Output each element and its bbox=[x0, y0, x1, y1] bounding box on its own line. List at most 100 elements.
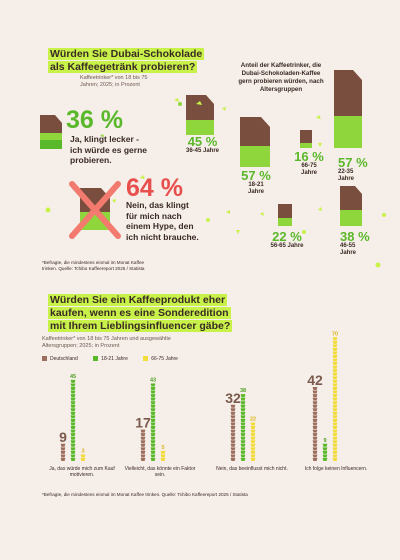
no-text-line: einem Hype, den bbox=[126, 221, 194, 231]
pictogram-icon bbox=[240, 415, 246, 419]
pictogram-icon bbox=[70, 454, 76, 458]
pictogram-icon bbox=[70, 436, 76, 440]
pictogram-icon bbox=[70, 383, 76, 387]
pictogram-icon bbox=[312, 422, 318, 426]
section2-subtitle: Kaffeetrinker* von 18 bis 75 Jahren und … bbox=[42, 336, 171, 350]
pictogram-icon bbox=[150, 429, 156, 433]
yes-text-line: ich würde es gerne bbox=[70, 144, 147, 155]
pictogram-column bbox=[150, 383, 156, 461]
pictogram-icon bbox=[230, 440, 236, 444]
pictogram-icon bbox=[250, 454, 256, 458]
pictogram-icon bbox=[140, 454, 146, 458]
pictogram-icon bbox=[230, 458, 236, 461]
yes-percentage: 36 % bbox=[66, 106, 123, 134]
pictogram-icon bbox=[230, 408, 236, 412]
pictogram-icon bbox=[332, 376, 338, 380]
pictogram-icon bbox=[70, 433, 76, 437]
pictogram-icon bbox=[70, 379, 76, 383]
age-group-label: 56-65 Jahre bbox=[270, 243, 304, 249]
pictogram-icon bbox=[240, 394, 246, 398]
pictogram-icon bbox=[230, 443, 236, 447]
no-text-line: für mich nach bbox=[126, 210, 182, 221]
pictogram-column bbox=[312, 387, 318, 461]
pictogram-icon bbox=[80, 458, 86, 461]
pictogram-icon bbox=[250, 436, 256, 440]
age-group-18-21: 57 % 18-21 Jahre bbox=[240, 169, 272, 196]
age-chocolate-22-35 bbox=[334, 70, 362, 148]
pictogram-icon bbox=[332, 383, 338, 387]
data-label: 42 bbox=[307, 372, 323, 388]
pictogram-icon bbox=[240, 418, 246, 422]
section2-source-note: *Befragte, die mindestens einmal im Mona… bbox=[42, 492, 248, 497]
section2-subtitle-line1: Kaffeetrinker* von 18 bis 75 Jahren und … bbox=[42, 336, 171, 342]
pictogram-icon bbox=[240, 397, 246, 401]
pictogram-icon bbox=[230, 429, 236, 433]
age-chart-title-line: Anteil der Kaffeetrinker, die bbox=[240, 62, 322, 69]
pictogram-icon bbox=[70, 411, 76, 415]
pictogram-icon bbox=[332, 433, 338, 437]
age-group-22-35: 57 % 22-35 Jahre bbox=[338, 156, 374, 183]
legend-label: 18-21 Jahre bbox=[101, 356, 128, 362]
pictogram-icon bbox=[70, 408, 76, 412]
pictogram-icon bbox=[240, 450, 246, 454]
pictogram-icon bbox=[150, 426, 156, 430]
pictogram-icon bbox=[322, 443, 328, 447]
yes-text-line: Ja, klingt lecker - bbox=[70, 134, 139, 144]
pictogram-icon bbox=[230, 422, 236, 426]
pictogram-icon bbox=[150, 387, 156, 390]
pictogram-icon bbox=[240, 422, 246, 426]
pictogram-icon bbox=[332, 454, 338, 458]
section1-subtitle-line1: Kaffeetrinker* von 18 bis 75 bbox=[80, 75, 148, 81]
pictogram-icon bbox=[240, 411, 246, 415]
pictogram-icon bbox=[150, 397, 156, 401]
pictogram-icon bbox=[240, 426, 246, 430]
pictogram-icon bbox=[140, 447, 146, 451]
pictogram-column bbox=[140, 429, 146, 461]
pictogram-icon bbox=[150, 383, 156, 387]
pictogram-icon bbox=[322, 450, 328, 454]
age-chocolate-66-75 bbox=[300, 130, 312, 148]
pictogram-icon bbox=[332, 401, 338, 405]
legend-label: 66-75 Jahre bbox=[151, 356, 178, 362]
pictogram-icon bbox=[230, 404, 236, 408]
decoration-layer bbox=[40, 70, 386, 268]
data-label: 22 bbox=[250, 417, 256, 423]
pictogram-icon bbox=[250, 422, 256, 426]
pictogram-icon bbox=[332, 443, 338, 447]
pictogram-icon bbox=[60, 450, 66, 454]
data-label: 32 bbox=[225, 390, 241, 406]
pictogram-icon bbox=[312, 415, 318, 419]
pictogram-icon bbox=[332, 447, 338, 451]
age-group-56-65: 22 % 56-65 Jahre bbox=[270, 230, 304, 250]
pictogram-column bbox=[230, 404, 236, 461]
section2-title-line3: mit Ihrem Lieblingsinfluencer gäbe? bbox=[48, 320, 233, 332]
section2-subtitle-line2: Altersgruppen; 2025; in Prozent bbox=[42, 343, 120, 349]
pictogram-column bbox=[160, 450, 166, 461]
legend-item-66-75: 66-75 Jahre bbox=[143, 356, 178, 362]
pictogram-icon bbox=[250, 450, 256, 454]
pictogram-icon bbox=[312, 387, 318, 390]
data-label: 70 bbox=[332, 331, 338, 337]
age-chart-title-line: gern probieren würden, nach bbox=[238, 78, 324, 85]
pictogram-icon bbox=[332, 436, 338, 440]
pictogram-icon bbox=[150, 433, 156, 437]
pictogram-icon bbox=[230, 454, 236, 458]
age-chart-title-line: Dubai-Schokoladen-Kaffee bbox=[241, 70, 321, 77]
pictogram-icon bbox=[230, 415, 236, 419]
pictogram-icon bbox=[240, 458, 246, 461]
pictogram-icon bbox=[332, 397, 338, 401]
no-text-line: ich nicht brauche. bbox=[126, 231, 199, 242]
pictogram-icon bbox=[332, 408, 338, 412]
age-group-pct: 57 % bbox=[241, 168, 271, 183]
pictogram-icon bbox=[332, 369, 338, 373]
age-chocolate-56-65 bbox=[278, 204, 292, 226]
legend-item-deutschland: Deutschland bbox=[42, 356, 78, 362]
age-chocolate-46-55 bbox=[340, 186, 362, 226]
legend-item-18-21: 18-21 Jahre bbox=[93, 356, 128, 362]
category-label: Ich folge keinen Influencern. bbox=[304, 466, 368, 472]
pictogram-icon bbox=[240, 429, 246, 433]
pictogram-icon bbox=[312, 394, 318, 398]
pictogram-icon bbox=[70, 390, 76, 394]
pictogram-icon bbox=[70, 415, 76, 419]
section2-title-line1: Würden Sie ein Kaffeeprodukt eher bbox=[48, 294, 228, 306]
